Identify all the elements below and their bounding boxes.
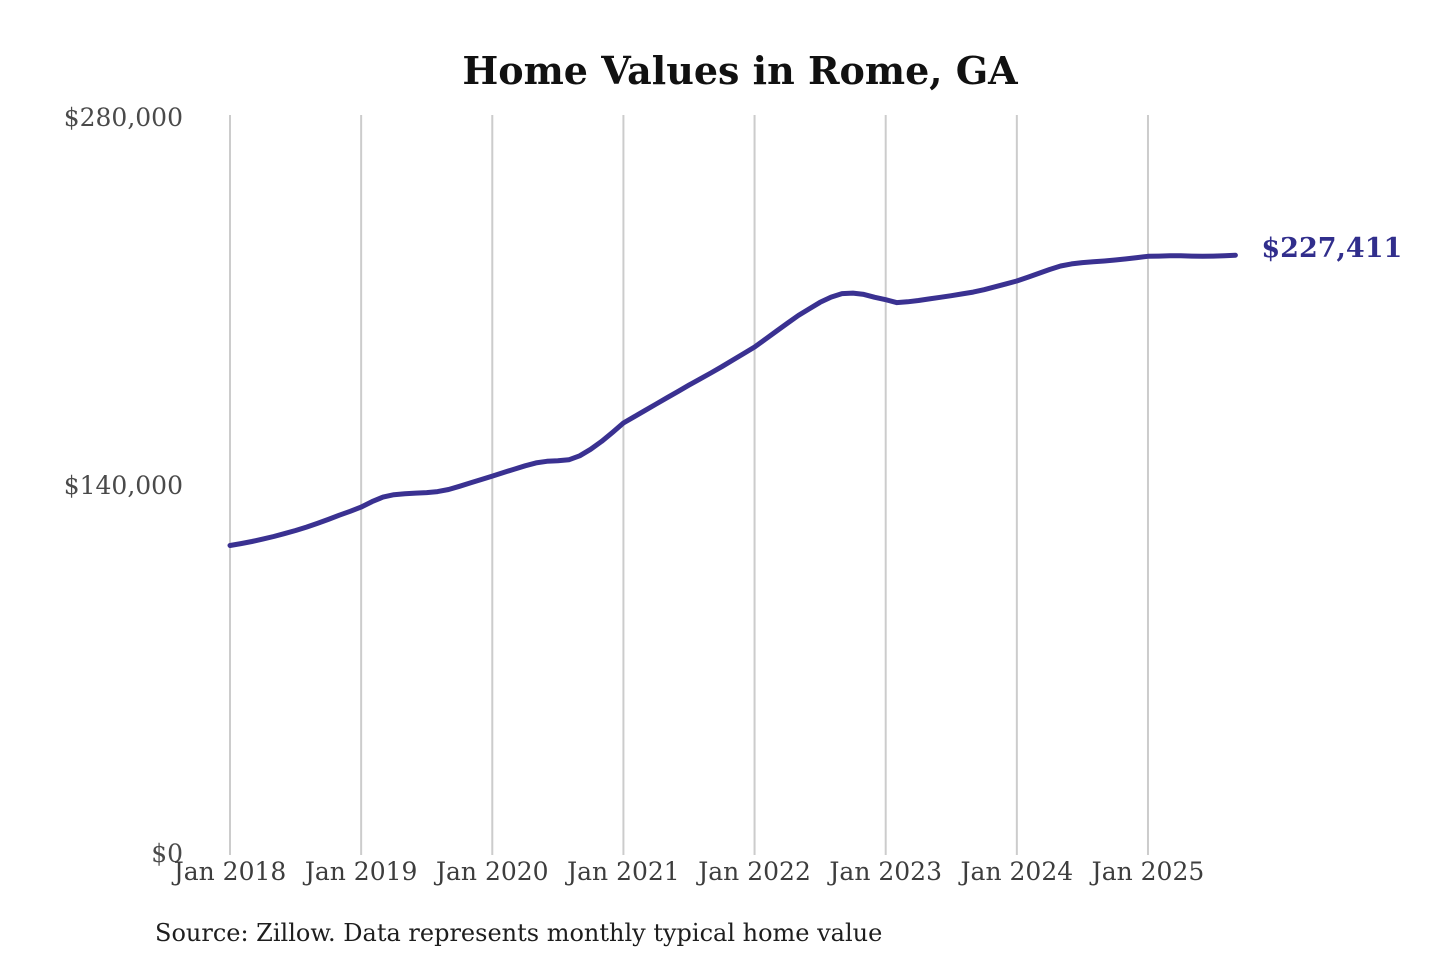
x-tick-label: Jan 2019 (302, 857, 418, 886)
y-axis-labels: $0 $140,000 $280,000 (64, 103, 183, 868)
x-tick-label: Jan 2024 (958, 857, 1074, 886)
chart-title: Home Values in Rome, GA (462, 48, 1018, 93)
x-tick-label: Jan 2018 (171, 857, 287, 886)
x-tick-label: Jan 2022 (695, 857, 811, 886)
y-tick-label: $280,000 (64, 103, 183, 132)
x-tick-label: Jan 2025 (1089, 857, 1205, 886)
y-tick-label: $0 (151, 839, 183, 868)
source-note: Source: Zillow. Data represents monthly … (155, 919, 882, 947)
x-axis-labels: Jan 2018 Jan 2019 Jan 2020 Jan 2021 Jan 2022… (171, 857, 1205, 886)
final-value-label: $227,411 (1261, 233, 1402, 264)
x-tick-label: Jan 2020 (433, 857, 549, 886)
home-value-line-series (227, 252, 1238, 548)
x-tick-label: Jan 2021 (564, 857, 680, 886)
y-tick-label: $140,000 (64, 471, 183, 500)
gridline-group (229, 115, 1149, 855)
x-tick-label: Jan 2023 (826, 857, 942, 886)
